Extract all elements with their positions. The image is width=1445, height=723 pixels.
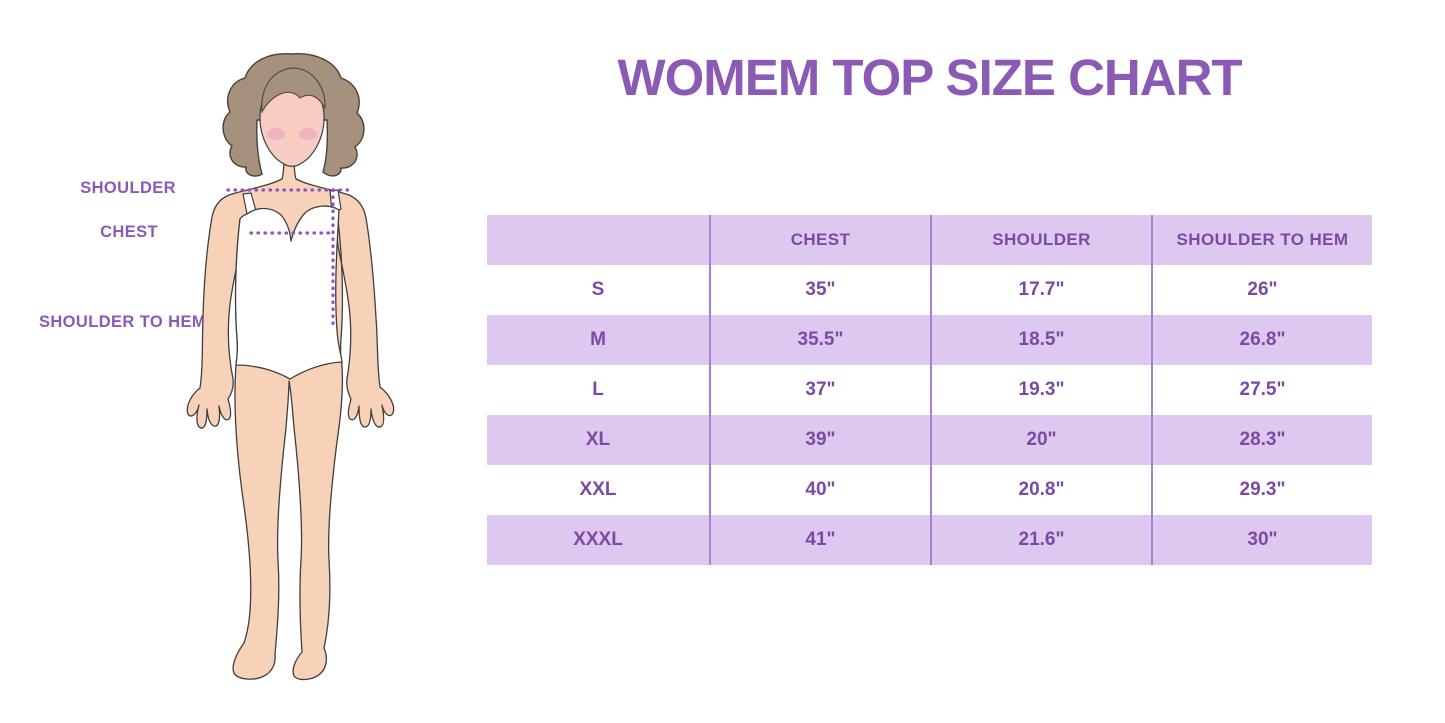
table-row: XXL 40" 20.8" 29.3" bbox=[487, 465, 1372, 515]
chest-cell: 40" bbox=[709, 465, 931, 515]
chest-cell: 35.5" bbox=[709, 315, 931, 365]
table-row: XL 39" 20" 28.3" bbox=[487, 415, 1372, 465]
shoulder-cell: 17.7" bbox=[930, 265, 1152, 315]
header-cell-chest: CHEST bbox=[709, 215, 931, 265]
shoulder-cell: 21.6" bbox=[930, 515, 1152, 565]
header-cell-shoulder: SHOULDER bbox=[930, 215, 1152, 265]
shoulder-to-hem-cell: 28.3" bbox=[1151, 415, 1372, 465]
shoulder-cell: 19.3" bbox=[930, 365, 1152, 415]
shoulder-to-hem-cell: 26" bbox=[1151, 265, 1372, 315]
chest-cell: 41" bbox=[709, 515, 931, 565]
size-table: CHEST SHOULDER SHOULDER TO HEM S 35" 17.… bbox=[487, 215, 1372, 565]
shoulder-cell: 20" bbox=[930, 415, 1152, 465]
header-cell-size bbox=[487, 215, 710, 265]
shoulder-to-hem-cell: 30" bbox=[1151, 515, 1372, 565]
shoulder-cell: 18.5" bbox=[930, 315, 1152, 365]
camisole-bodysuit bbox=[234, 205, 343, 380]
table-header-row: CHEST SHOULDER SHOULDER TO HEM bbox=[487, 215, 1372, 265]
shoulder-to-hem-label: SHOULDER TO HEM bbox=[38, 313, 206, 331]
blush-left-icon bbox=[267, 128, 285, 140]
table-row: S 35" 17.7" 26" bbox=[487, 265, 1372, 315]
header-cell-shoulder-to-hem: SHOULDER TO HEM bbox=[1151, 215, 1372, 265]
shoulder-to-hem-cell: 29.3" bbox=[1151, 465, 1372, 515]
size-cell: XXL bbox=[487, 465, 710, 515]
page-title: WOMEM TOP SIZE CHART bbox=[617, 49, 1242, 106]
size-cell: XXXL bbox=[487, 515, 710, 565]
shoulder-cell: 20.8" bbox=[930, 465, 1152, 515]
hair-fringe bbox=[261, 67, 326, 114]
shoulder-to-hem-cell: 27.5" bbox=[1151, 365, 1372, 415]
size-cell: L bbox=[487, 365, 710, 415]
body-skin bbox=[186, 148, 395, 681]
chest-cell: 37" bbox=[709, 365, 931, 415]
size-cell: XL bbox=[487, 415, 710, 465]
table-row: L 37" 19.3" 27.5" bbox=[487, 365, 1372, 415]
table-row: XXXL 41" 21.6" 30" bbox=[487, 515, 1372, 565]
chest-label: CHEST bbox=[100, 223, 158, 241]
shoulder-to-hem-cell: 26.8" bbox=[1151, 315, 1372, 365]
chest-cell: 35" bbox=[709, 265, 931, 315]
chest-cell: 39" bbox=[709, 415, 931, 465]
blush-right-icon bbox=[299, 128, 317, 140]
woman-figure-illustration bbox=[186, 53, 395, 681]
table-row: M 35.5" 18.5" 26.8" bbox=[487, 315, 1372, 365]
size-cell: M bbox=[487, 315, 710, 365]
size-cell: S bbox=[487, 265, 710, 315]
shoulder-label: SHOULDER bbox=[80, 179, 176, 197]
